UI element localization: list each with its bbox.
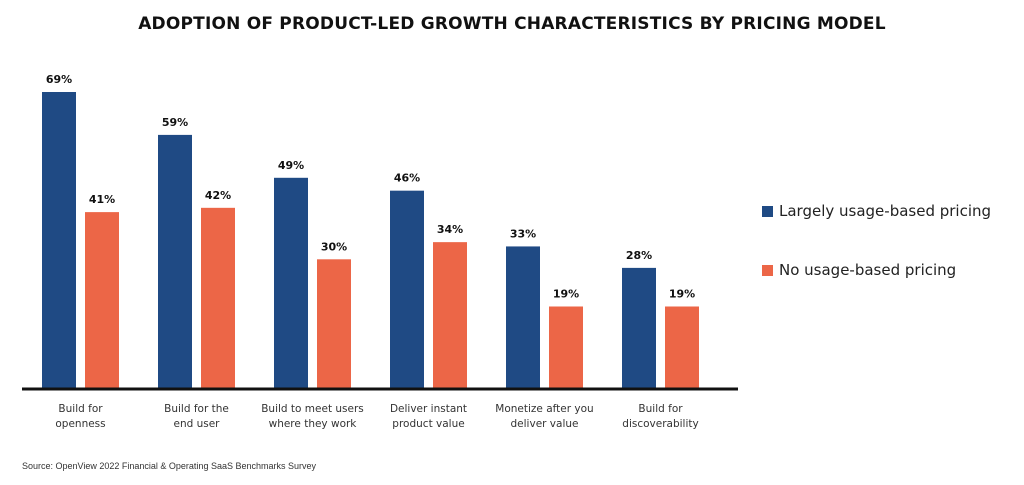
data-label: 46% <box>394 172 420 185</box>
data-label: 49% <box>278 159 304 172</box>
category-label: Build to meet users <box>261 403 364 415</box>
bar <box>317 259 351 388</box>
legend-item-usage-based: Largely usage-based pricing <box>762 202 991 220</box>
legend-swatch <box>762 264 773 276</box>
data-label: 41% <box>89 193 115 206</box>
data-label: 19% <box>553 287 579 300</box>
bar <box>433 242 467 388</box>
data-label: 30% <box>321 240 347 253</box>
bar <box>622 267 656 388</box>
bar <box>85 212 119 388</box>
data-label: 28% <box>626 249 652 262</box>
data-label: 42% <box>205 189 231 202</box>
category-label: Build for <box>58 403 103 415</box>
bar <box>665 306 699 388</box>
category-label: Build for the <box>164 403 229 415</box>
bar <box>506 246 540 388</box>
category-label: Build for <box>638 403 683 415</box>
bar <box>390 190 424 388</box>
category-label: deliver value <box>511 418 579 430</box>
bar <box>201 207 235 388</box>
legend-item-no-usage-based: No usage-based pricing <box>762 261 956 279</box>
category-label: Deliver instant <box>390 403 467 415</box>
category-label: openness <box>55 418 105 430</box>
data-label: 34% <box>437 223 463 236</box>
category-label: end user <box>173 418 220 430</box>
data-label: 33% <box>510 227 536 240</box>
data-label: 59% <box>162 116 188 129</box>
bar <box>158 134 192 388</box>
data-label: 19% <box>669 287 695 300</box>
category-label: where they work <box>269 418 358 430</box>
legend-label: No usage-based pricing <box>779 261 957 279</box>
bar <box>274 177 308 388</box>
legend-swatch <box>762 205 773 217</box>
category-label: Monetize after you <box>495 403 593 415</box>
source-note: Source: OpenView 2022 Financial & Operat… <box>22 461 316 471</box>
data-label: 69% <box>46 73 72 86</box>
category-label: product value <box>392 418 464 430</box>
bar <box>549 306 583 388</box>
legend-label: Largely usage-based pricing <box>779 202 992 220</box>
chart-title: ADOPTION OF PRODUCT-LED GROWTH CHARACTER… <box>138 14 886 34</box>
category-label: discoverability <box>622 418 698 430</box>
bar <box>42 92 76 388</box>
